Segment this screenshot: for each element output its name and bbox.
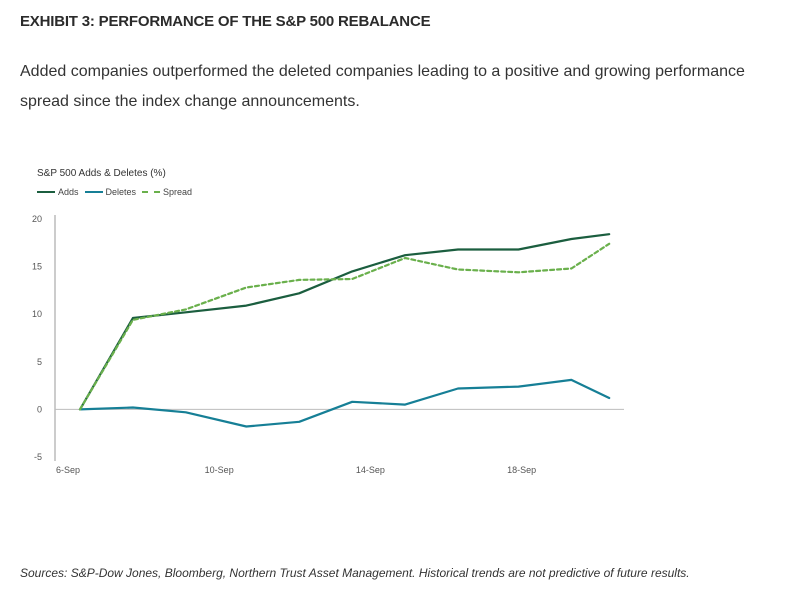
- exhibit-title: EXHIBIT 3: PERFORMANCE OF THE S&P 500 RE…: [20, 13, 431, 30]
- chart-title: S&P 500 Adds & Deletes (%): [37, 168, 166, 179]
- legend-swatch-spread: [142, 191, 161, 193]
- legend-label-deletes: Deletes: [105, 187, 137, 197]
- source-note: Sources: S&P-Dow Jones, Bloomberg, North…: [20, 566, 690, 580]
- chart-legend: Adds Deletes Spread: [37, 187, 192, 197]
- exhibit-description: Added companies outperformed the deleted…: [20, 63, 745, 110]
- y-tick-label: 0: [37, 404, 42, 414]
- legend-swatch-deletes: [84, 191, 103, 193]
- x-tick-label: 14-Sep: [356, 465, 385, 475]
- series-line-deletes: [78, 378, 611, 428]
- y-tick-label: 20: [32, 214, 42, 224]
- x-tick-label: 10-Sep: [205, 465, 234, 475]
- series-line-adds: [78, 233, 611, 411]
- legend-item-spread: Spread: [142, 187, 192, 197]
- series-line-spread: [78, 242, 611, 411]
- legend-label-adds: Adds: [58, 187, 79, 197]
- x-tick-label: 18-Sep: [507, 465, 536, 475]
- y-tick-label: 5: [37, 357, 42, 367]
- x-tick-label: 6-Sep: [56, 465, 80, 475]
- legend-swatch-adds: [37, 191, 55, 193]
- y-tick-label: 10: [32, 309, 42, 319]
- y-tick-label: -5: [34, 452, 42, 462]
- legend-label-spread: Spread: [163, 187, 193, 197]
- chart: S&P 500 Adds & Deletes (%) Adds Deletes …: [0, 160, 792, 490]
- y-tick-label: 15: [32, 262, 42, 272]
- chart-plot-area: 20 15 10 5 0 -5 6-Sep 10-Sep 14-Sep 18-Sep: [32, 214, 624, 475]
- legend-item-deletes: Deletes: [84, 187, 137, 197]
- legend-item-adds: Adds: [37, 187, 79, 197]
